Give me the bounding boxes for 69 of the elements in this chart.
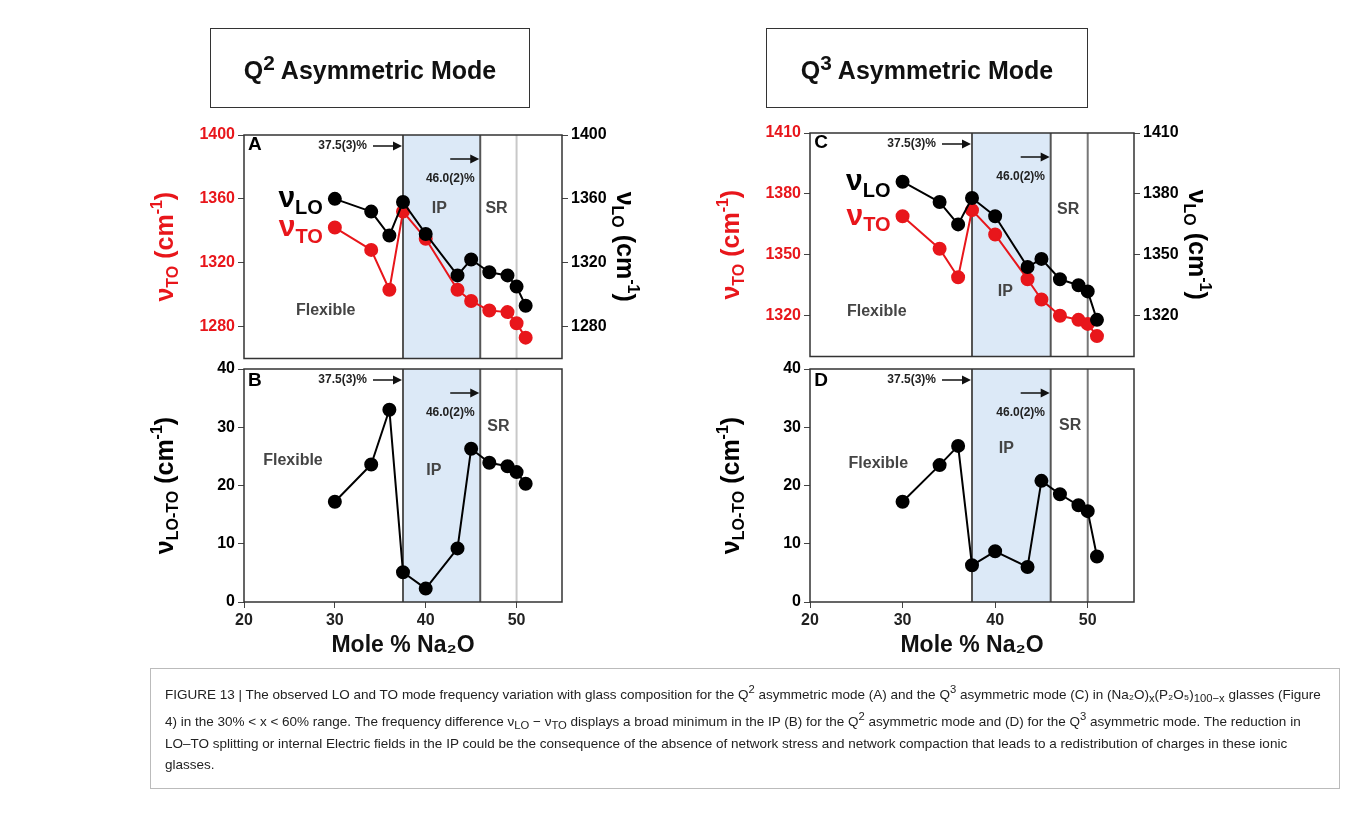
x-axis-title: Mole % Na₂O xyxy=(900,631,1044,658)
annotation: A xyxy=(247,133,262,155)
y2-tick-label: 1360 xyxy=(571,189,607,207)
y-tick-label: 40 xyxy=(783,359,802,377)
annotation: SR xyxy=(1059,416,1082,434)
chart-title: Q$^{3}$ Asymmetric Mode xyxy=(800,50,1054,86)
ref-line-label: 46.0(2)% xyxy=(996,405,1046,420)
y-axis-title: νTO (cm-1) xyxy=(713,189,748,300)
y-tick-label: 1320 xyxy=(765,306,802,324)
y-axis-title: νTO (cm-1) xyxy=(147,191,182,302)
y2-tick-label: 1280 xyxy=(571,316,607,334)
x-tick-label: 40 xyxy=(986,611,1005,629)
annotation: Flexible xyxy=(263,451,323,469)
y2-tick-label: 1410 xyxy=(1143,123,1179,141)
y-tick-label: 20 xyxy=(783,475,802,493)
annotation: IP xyxy=(431,198,448,216)
y-tick-label: 1350 xyxy=(765,245,802,263)
y-tick-label: 1380 xyxy=(765,184,802,202)
y2-axis-title: νLO (cm-1) xyxy=(608,191,643,302)
chart-title: Q$^{2}$ Asymmetric Mode xyxy=(243,50,497,86)
y2-tick-label: 1400 xyxy=(571,125,607,143)
y-tick-label: 30 xyxy=(217,417,236,435)
ref-line-label: 46.0(2)% xyxy=(996,169,1046,184)
ref-line-label: 37.5(3)% xyxy=(887,372,937,387)
x-tick-label: 20 xyxy=(801,611,819,629)
annotation: Flexible xyxy=(295,301,356,318)
ref-line-label: 46.0(2)% xyxy=(425,171,475,186)
y-tick-label: 1400 xyxy=(199,125,236,143)
y-tick-label: 20 xyxy=(217,475,236,493)
annotation: SR xyxy=(1057,200,1080,218)
ref-line-label: 37.5(3)% xyxy=(318,372,368,387)
y-tick-label: 1320 xyxy=(199,253,236,271)
y-tick-label: 1280 xyxy=(199,316,236,334)
annotation: SR xyxy=(487,417,510,435)
y2-tick-label: 1380 xyxy=(1143,184,1179,202)
y-tick-label: 30 xyxy=(783,417,802,435)
y-tick-label: 1410 xyxy=(765,123,802,141)
x-tick-label: 50 xyxy=(1078,611,1097,629)
y-tick-label: 1360 xyxy=(199,189,236,207)
y2-tick-label: 1320 xyxy=(1143,306,1179,324)
y2-axis-title: νLO (cm-1) xyxy=(1180,189,1215,300)
annotation: SR xyxy=(485,198,509,216)
annotation: D xyxy=(814,368,828,390)
annotation: Flexible xyxy=(846,302,907,320)
x-tick-label: 50 xyxy=(507,611,526,629)
y-tick-label: 10 xyxy=(783,534,802,552)
annotation: IP xyxy=(998,439,1015,457)
annotation: Flexible xyxy=(848,453,909,471)
y2-tick-label: 1350 xyxy=(1143,245,1179,263)
ref-line-label: 46.0(2)% xyxy=(425,405,475,420)
x-tick-label: 40 xyxy=(416,611,435,629)
annotation: C xyxy=(814,131,829,153)
text: FIGURE 13 | The observed LO and TO mode frequency variation with glass composition for the Q$^{2}$ asymmetric mode (A) and the Q$^{3}$ asymmetric mode (C) in (Na₂O)$_{x}$(P₂O₅)$_{100−x}$ glasses (Figure 4) in the 30% < x < 60% range. The frequency difference ν$_{LO}$ − ν$_{TO}$ displays a broad minimum in the IP (B) for the Q$^{2}$ asymmetric mode and (D) for the Q$^{3}$ asymmetric mode. The reduction in LO–TO splitting or internal Electric fields in the IP could be the consequence of the absence of network stress and network compaction that leads to a redistribution of charges in these ionic glasses. xyxy=(165,683,1321,773)
annotation: B xyxy=(247,368,262,390)
y-axis-title: νLO-TO (cm-1) xyxy=(147,416,182,555)
y-tick-label: 0 xyxy=(226,592,236,610)
y2-tick-label: 1320 xyxy=(571,253,607,271)
ref-line-label: 37.5(3)% xyxy=(318,138,368,153)
y-tick-label: 0 xyxy=(792,592,802,610)
x-tick-label: 30 xyxy=(893,611,912,629)
x-tick-label: 30 xyxy=(325,611,344,629)
x-axis-title: Mole % Na₂O xyxy=(331,631,475,658)
annotation: IP xyxy=(426,460,442,478)
y-tick-label: 10 xyxy=(217,534,236,552)
ref-line-label: 37.5(3)% xyxy=(887,136,937,151)
annotation: IP xyxy=(997,281,1014,299)
x-tick-label: 20 xyxy=(235,611,253,629)
y-axis-title: νLO-TO (cm-1) xyxy=(713,416,748,555)
y-tick-label: 40 xyxy=(217,359,236,377)
